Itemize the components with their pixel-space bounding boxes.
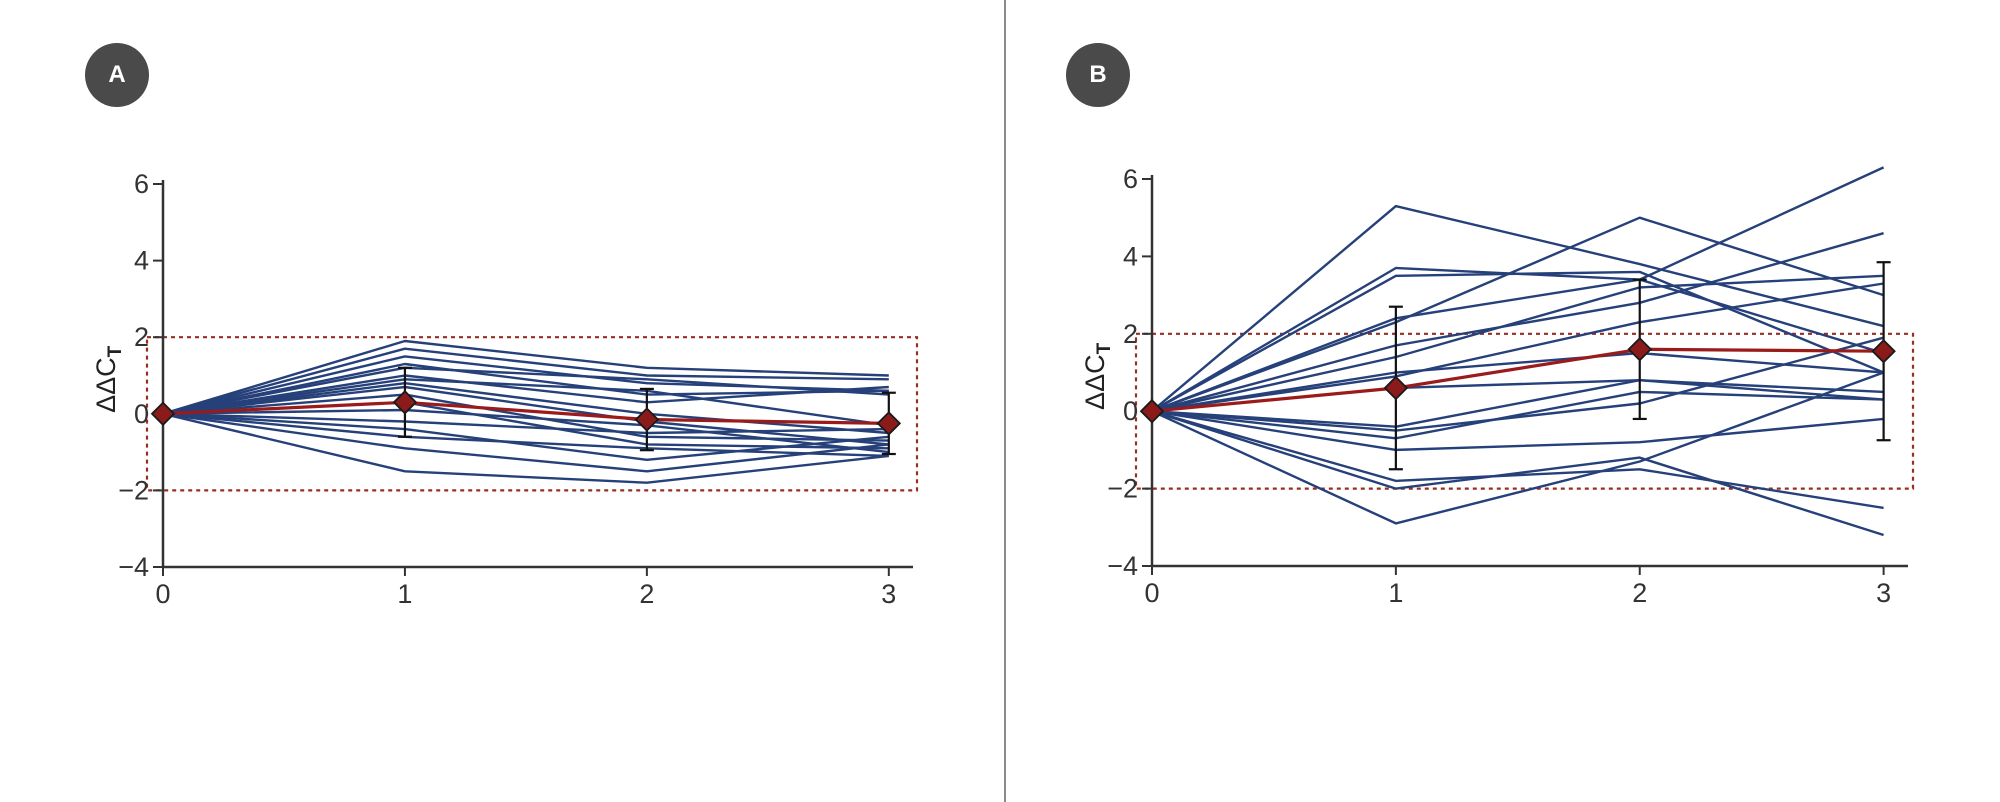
panel-b: B 6 4 2 0 −2 −4 0 1 2 3 ΔΔCT	[1006, 0, 2000, 802]
series-line	[1151, 371, 1885, 525]
y-axis-label-main: ΔΔC	[91, 357, 121, 413]
mean-marker	[1627, 337, 1653, 362]
x-tick-label: 0	[155, 579, 170, 609]
x-tick-label: 1	[1388, 578, 1403, 608]
y-tick-label: 0	[134, 399, 149, 429]
series-line	[162, 408, 889, 454]
y-tick-label: 6	[134, 169, 149, 199]
series-line	[1151, 204, 1884, 413]
x-tick-label: 2	[639, 579, 654, 609]
mean-marker	[150, 401, 176, 427]
mean-marker	[1139, 398, 1165, 424]
series-line	[1151, 282, 1884, 413]
mean-line	[1151, 347, 1884, 413]
y-axis-label: ΔΔCT	[1080, 342, 1115, 410]
panel-a: A 6 4 2 0 −2 −4 0 1 2 3 ΔΔCT	[85, 43, 919, 609]
panel-badge-b: B	[1066, 43, 1130, 107]
y-axis-label-sub: T	[1094, 342, 1115, 354]
series-line	[162, 374, 889, 415]
panel-badge-a: A	[85, 43, 149, 107]
series-line	[162, 362, 889, 415]
series-line	[1151, 379, 1884, 428]
series-line	[1151, 390, 1884, 440]
series-line	[162, 378, 889, 427]
series-line	[162, 412, 889, 435]
series-line	[162, 366, 889, 415]
x-tick-label: 3	[881, 579, 896, 609]
series-line	[1151, 216, 1884, 413]
y-axis-label: ΔΔCT	[91, 345, 126, 413]
mean-marker	[1871, 338, 1896, 364]
series-line	[1151, 351, 1884, 413]
y-tick-label: 0	[1123, 396, 1138, 426]
series-line	[162, 339, 889, 415]
series-line	[1151, 270, 1885, 413]
series-line	[1151, 166, 1885, 413]
y-tick-label: 4	[1123, 241, 1138, 271]
x-tick-label: 0	[1144, 578, 1159, 608]
series-line	[162, 412, 889, 484]
y-tick-label: −4	[1107, 551, 1138, 581]
y-tick-label: 2	[134, 322, 149, 352]
x-tick-label: 2	[1632, 578, 1647, 608]
mean-marker	[1383, 375, 1409, 401]
y-axis-label-sub: T	[105, 345, 126, 357]
series-line	[1151, 274, 1884, 413]
mean-marker	[876, 411, 902, 436]
series-line	[1151, 410, 1884, 510]
y-tick-label: −2	[1107, 474, 1138, 504]
mean-marker	[634, 407, 660, 432]
mean-marker	[392, 390, 418, 415]
series-line	[1151, 410, 1884, 537]
panel-divider	[1004, 0, 1006, 802]
threshold-box	[1134, 332, 1915, 490]
x-tick-label: 3	[1876, 578, 1891, 608]
x-tick-label: 1	[397, 579, 412, 609]
series-line	[162, 412, 889, 458]
series-line	[162, 412, 889, 473]
y-tick-label: −2	[118, 475, 149, 505]
y-tick-label: 6	[1123, 164, 1138, 194]
series-line	[162, 382, 889, 435]
y-tick-label: 2	[1123, 319, 1138, 349]
series-line	[1151, 336, 1884, 432]
threshold-box	[145, 336, 919, 492]
series-line	[1151, 232, 1884, 413]
y-axis-label-main: ΔΔC	[1080, 354, 1110, 410]
series-line	[1151, 410, 1884, 452]
y-tick-label: 4	[134, 246, 149, 276]
series-line	[162, 412, 889, 461]
y-tick-label: −4	[118, 552, 149, 582]
mean-line	[162, 400, 889, 425]
series-line	[162, 347, 889, 415]
series-line	[162, 385, 889, 446]
